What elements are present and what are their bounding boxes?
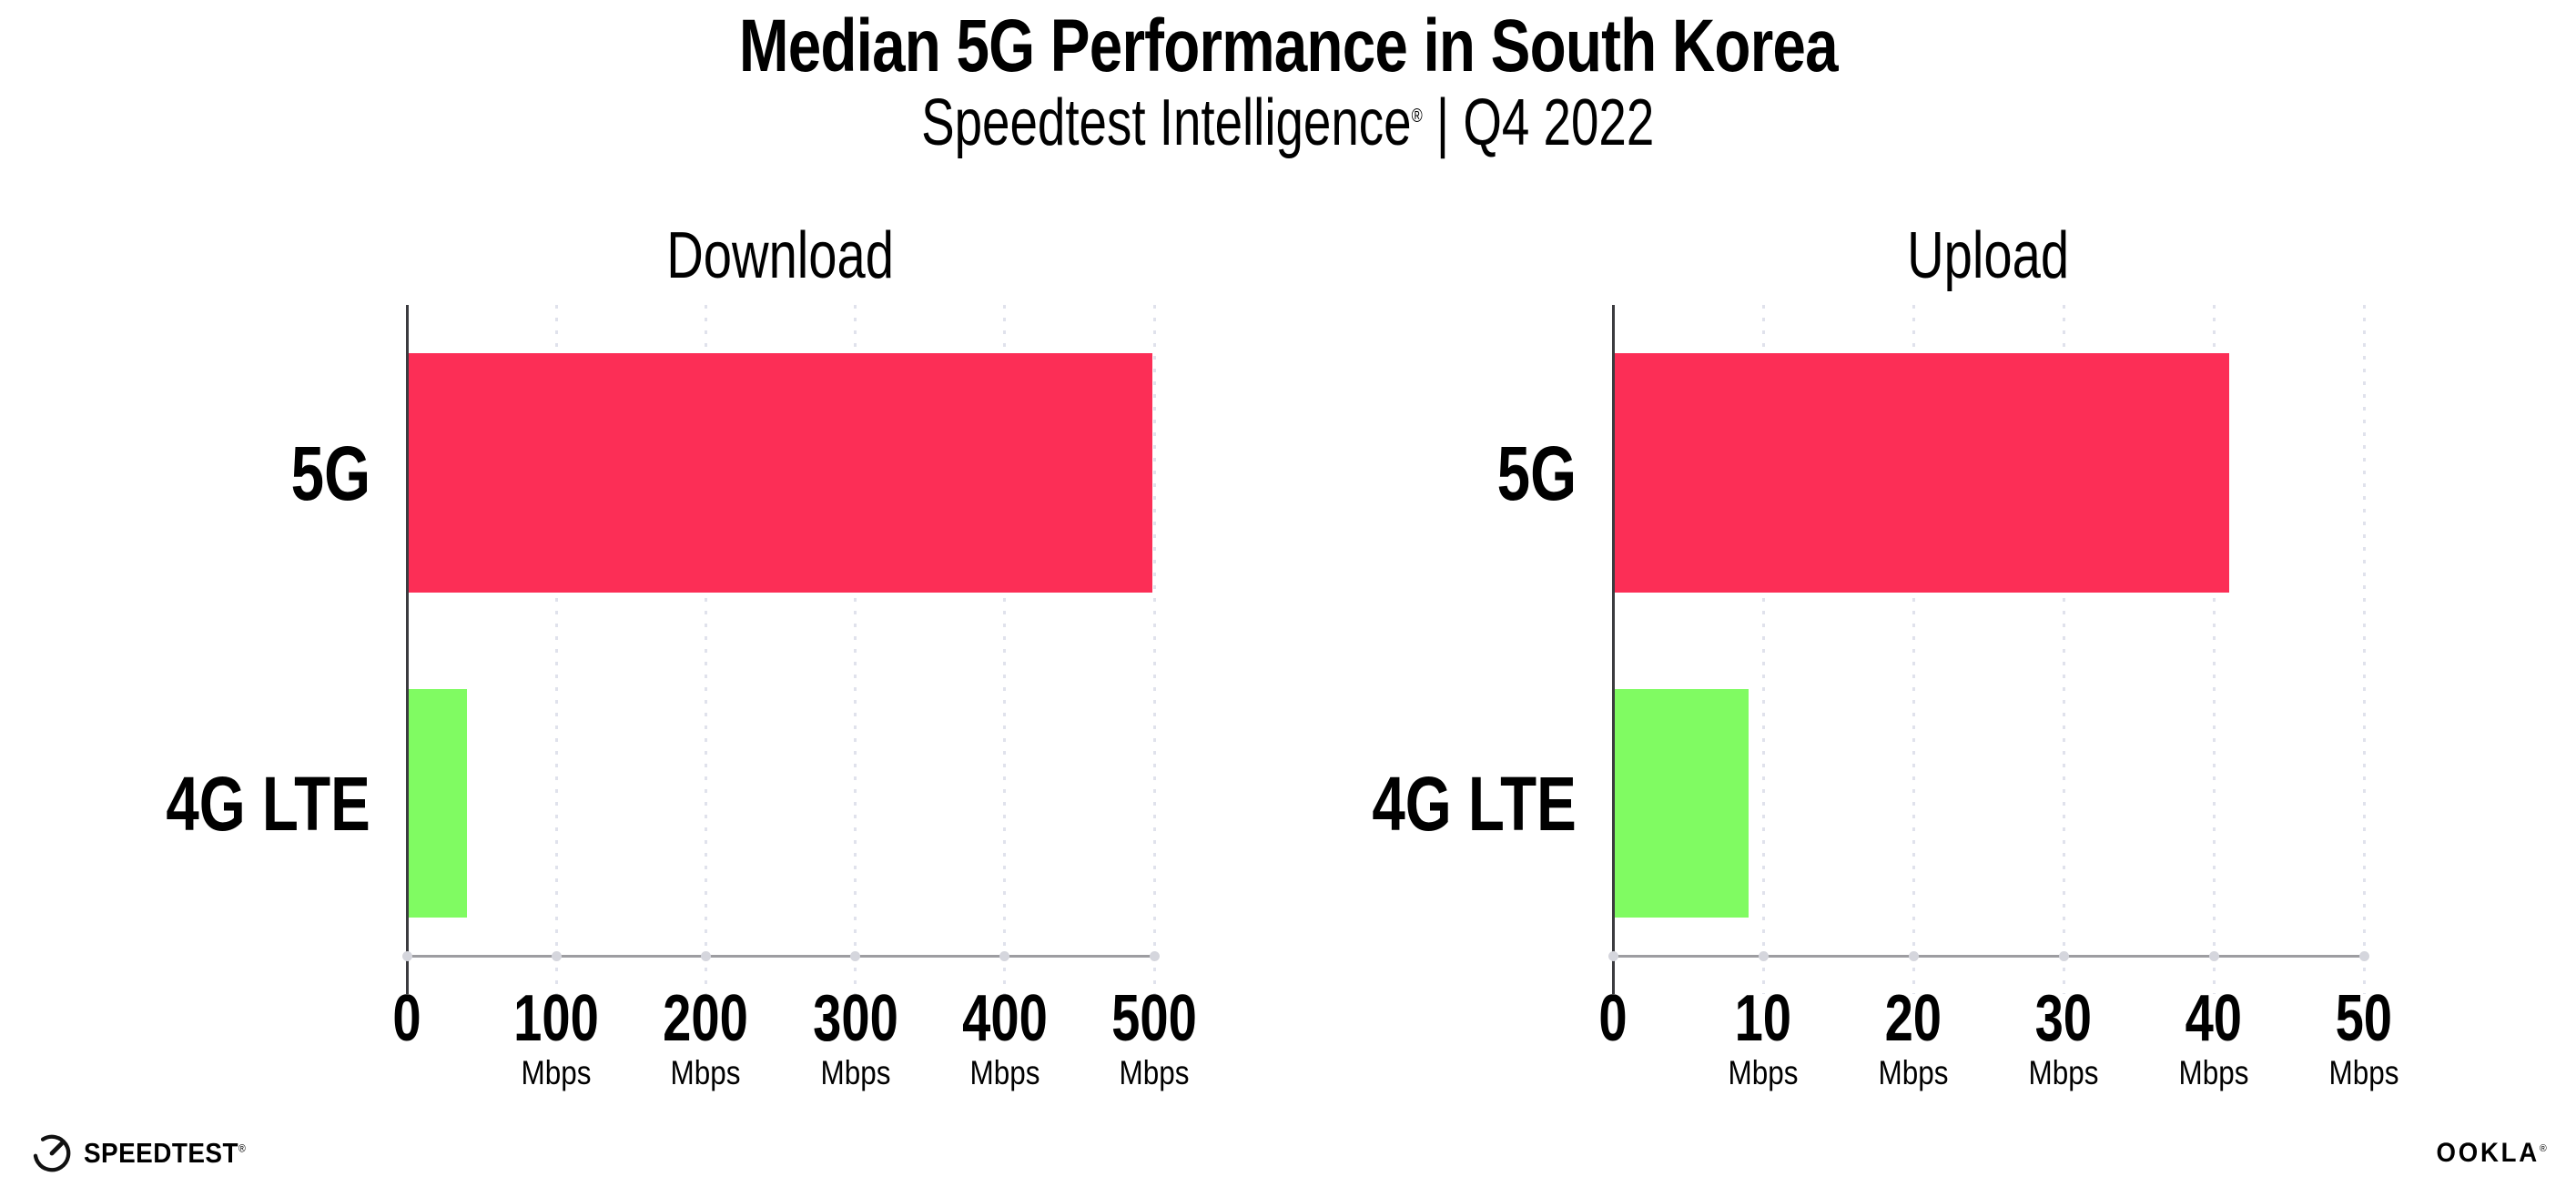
axis-tick-dot-30 xyxy=(2058,951,2069,961)
gridline-40 xyxy=(2212,305,2216,994)
x-axis-line xyxy=(1613,955,2364,958)
speedtest-logo-text: SPEEDTEST xyxy=(84,1137,238,1169)
x-tick-unit: Mbps xyxy=(1878,1054,1949,1091)
category-label-text: 4G LTE xyxy=(166,760,370,847)
page-title-text: Median 5G Performance in South Korea xyxy=(738,5,1839,87)
category-label-text: 4G LTE xyxy=(1372,760,1577,847)
x-tick-unit: Mbps xyxy=(820,1054,891,1091)
gridline-200 xyxy=(704,305,707,994)
download-chart: Download 0 100 Mbps 200 Mbps 300 Mbps 400 Mbps 50… xyxy=(167,223,1197,1090)
axis-tick-dot-300 xyxy=(850,951,861,961)
x-tick-unit: Mbps xyxy=(1728,1054,1799,1091)
x-tick-value: 50 xyxy=(2335,982,2393,1055)
gridline-30 xyxy=(2062,305,2065,994)
x-tick-value: 400 xyxy=(961,982,1048,1055)
x-tick-0: 0 xyxy=(1595,986,1631,1051)
gridline-400 xyxy=(1003,305,1007,994)
x-tick-10: 10 Mbps xyxy=(1722,986,1804,1090)
x-tick-unit: Mbps xyxy=(2028,1054,2099,1091)
bar-4g-lte xyxy=(407,689,467,918)
x-tick-unit: Mbps xyxy=(670,1054,741,1091)
gridline-50 xyxy=(2362,305,2366,994)
ookla-logo: OOKLA® xyxy=(2427,1138,2547,1169)
axis-tick-dot-20 xyxy=(1908,951,1919,961)
x-tick-unit: Mbps xyxy=(521,1054,592,1091)
upload-chart: Upload 0 10 Mbps 20 Mbps 30 Mbps 40 Mbps 50 Mbps 5… xyxy=(1373,223,2399,1090)
gridline-10 xyxy=(1761,305,1765,994)
bar-5g xyxy=(407,353,1153,593)
axis-tick-dot-0 xyxy=(1607,951,1618,961)
x-tick-500: 500 Mbps xyxy=(1100,986,1209,1090)
category-label-text: 5G xyxy=(290,430,370,516)
x-tick-unit: Mbps xyxy=(1119,1054,1190,1091)
x-tick-400: 400 Mbps xyxy=(950,986,1060,1090)
registered-mark: ® xyxy=(1411,104,1424,127)
x-tick-value: 10 xyxy=(1734,982,1792,1055)
category-label-5g: 5G xyxy=(1475,353,1577,593)
x-tick-value: 500 xyxy=(1111,982,1197,1055)
axis-tick-dot-500 xyxy=(1149,951,1160,961)
upload-chart-title: Upload xyxy=(1613,223,2364,289)
axis-tick-dot-400 xyxy=(999,951,1010,961)
y-axis-line xyxy=(406,305,409,994)
x-tick-40: 40 Mbps xyxy=(2173,986,2255,1090)
bar-5g xyxy=(1613,353,2229,593)
subtitle-period: | Q4 2022 xyxy=(1423,86,1655,159)
x-tick-value: 0 xyxy=(1598,982,1628,1055)
axis-tick-dot-40 xyxy=(2208,951,2219,961)
x-tick-20: 20 Mbps xyxy=(1872,986,1954,1090)
axis-tick-dot-200 xyxy=(700,951,711,961)
speedtest-logo: SPEEDTEST® xyxy=(31,1132,264,1174)
download-chart-title: Download xyxy=(407,223,1154,289)
x-tick-200: 200 Mbps xyxy=(651,986,760,1090)
axis-tick-dot-0 xyxy=(401,951,412,961)
x-tick-50: 50 Mbps xyxy=(2323,986,2405,1090)
chart-title-text: Download xyxy=(666,219,895,292)
gridline-500 xyxy=(1152,305,1156,994)
speedtest-registered-mark: ® xyxy=(238,1142,247,1155)
subtitle-brand: Speedtest Intelligence xyxy=(921,86,1412,159)
page-title: Median 5G Performance in South Korea xyxy=(0,5,2576,87)
chart-title-text: Upload xyxy=(1907,219,2070,292)
category-label-4g-lte: 4G LTE xyxy=(1314,689,1577,918)
gridline-300 xyxy=(854,305,857,994)
gridline-100 xyxy=(554,305,558,994)
x-tick-value: 30 xyxy=(2034,982,2093,1055)
category-label-4g-lte: 4G LTE xyxy=(108,689,370,918)
bar-4g-lte xyxy=(1613,689,1749,918)
x-tick-value: 20 xyxy=(1884,982,1942,1055)
ookla-logo-text: OOKLA xyxy=(2436,1138,2541,1168)
page-subtitle: Speedtest Intelligence® | Q4 2022 xyxy=(0,86,2576,159)
axis-tick-dot-50 xyxy=(2358,951,2369,961)
category-label-text: 5G xyxy=(1496,430,1577,516)
category-label-5g: 5G xyxy=(269,353,370,593)
x-tick-value: 200 xyxy=(663,982,749,1055)
x-tick-30: 30 Mbps xyxy=(2023,986,2104,1090)
x-tick-300: 300 Mbps xyxy=(801,986,910,1090)
x-tick-unit: Mbps xyxy=(2328,1054,2399,1091)
speedtest-gauge-icon xyxy=(33,1134,71,1172)
x-tick-value: 300 xyxy=(812,982,898,1055)
x-tick-0: 0 xyxy=(389,986,425,1051)
x-tick-value: 100 xyxy=(513,982,600,1055)
axis-tick-dot-100 xyxy=(551,951,562,961)
gridline-20 xyxy=(1912,305,1915,994)
x-tick-100: 100 Mbps xyxy=(502,986,611,1090)
x-tick-value: 0 xyxy=(392,982,421,1055)
y-axis-line xyxy=(1612,305,1615,994)
ookla-registered-mark: ® xyxy=(2540,1143,2547,1154)
x-tick-unit: Mbps xyxy=(969,1054,1040,1091)
axis-tick-dot-10 xyxy=(1758,951,1769,961)
x-axis-line xyxy=(407,955,1154,958)
x-tick-value: 40 xyxy=(2185,982,2243,1055)
x-tick-unit: Mbps xyxy=(2178,1054,2249,1091)
